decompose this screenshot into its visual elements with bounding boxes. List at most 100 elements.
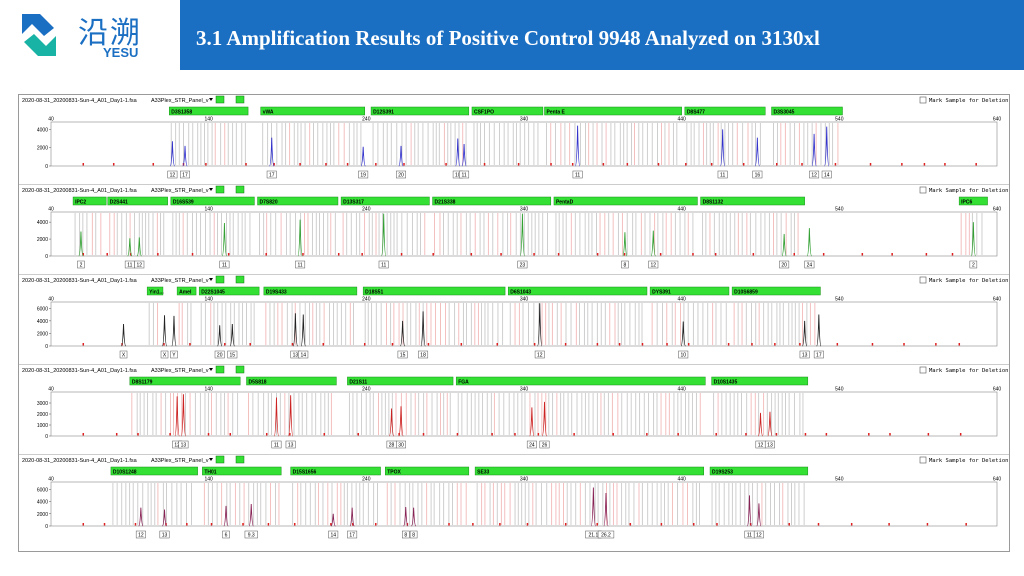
allele-call-box[interactable] — [219, 260, 230, 269]
allele-call-box[interactable] — [526, 440, 537, 449]
allele-call-box[interactable] — [409, 530, 418, 539]
allele-call-box[interactable] — [119, 350, 128, 359]
allele-call-box[interactable] — [517, 260, 528, 269]
locus-bin-bar[interactable] — [684, 106, 766, 116]
panel-toolbar-button[interactable] — [215, 455, 225, 464]
mark-deletion-checkbox[interactable] — [919, 276, 927, 284]
allele-call-box[interactable] — [813, 350, 824, 359]
chevron-down-icon[interactable] — [209, 98, 213, 101]
locus-bin-bar[interactable] — [370, 106, 470, 116]
allele-call-box[interactable] — [397, 350, 408, 359]
locus-bin-bar[interactable] — [72, 196, 107, 206]
allele-call-box[interactable] — [134, 260, 145, 269]
locus-bin-bar[interactable] — [347, 376, 454, 386]
allele-call-box[interactable] — [765, 440, 775, 449]
locus-bin-bar[interactable] — [711, 376, 809, 386]
allele-call-box[interactable] — [160, 350, 169, 359]
chevron-down-icon[interactable] — [209, 188, 213, 191]
panel-toolbar-button[interactable] — [235, 185, 245, 194]
locus-bin-bar[interactable] — [257, 196, 339, 206]
locus-bin-bar[interactable] — [198, 286, 260, 296]
panel-toolbar-button[interactable] — [235, 95, 245, 104]
allele-call-box[interactable] — [779, 260, 790, 269]
locus-bin-bar[interactable] — [263, 286, 358, 296]
allele-call-box[interactable] — [396, 440, 406, 449]
allele-call-box[interactable] — [969, 260, 978, 269]
allele-call-box[interactable] — [804, 260, 815, 269]
panel-dropdown[interactable]: A33Plex_STR_Panel_v — [151, 368, 209, 374]
panel-dropdown[interactable]: A33Plex_STR_Panel_v — [151, 278, 209, 284]
allele-call-box[interactable] — [396, 170, 406, 179]
chevron-down-icon[interactable] — [209, 278, 213, 281]
allele-call-box[interactable] — [227, 350, 238, 359]
locus-bin-bar[interactable] — [129, 376, 241, 386]
locus-bin-bar[interactable] — [260, 106, 366, 116]
allele-call-box[interactable] — [572, 170, 583, 179]
locus-bin-bar[interactable] — [385, 466, 470, 476]
allele-call-box[interactable] — [347, 530, 358, 539]
panel-toolbar-button[interactable] — [215, 275, 225, 284]
allele-call-box[interactable] — [271, 440, 282, 449]
locus-bin-bar[interactable] — [290, 466, 381, 476]
allele-call-box[interactable] — [378, 260, 389, 269]
locus-bin-bar[interactable] — [455, 376, 706, 386]
locus-bin-bar[interactable] — [176, 286, 197, 296]
allele-call-box[interactable] — [821, 170, 832, 179]
mark-deletion-checkbox[interactable] — [919, 96, 927, 104]
locus-bin-bar[interactable] — [771, 106, 843, 116]
mark-deletion-checkbox[interactable] — [919, 366, 927, 374]
locus-bin-bar[interactable] — [709, 466, 809, 476]
panel-toolbar-button[interactable] — [235, 275, 245, 284]
mark-deletion-checkbox[interactable] — [919, 456, 927, 464]
locus-bin-bar[interactable] — [649, 286, 730, 296]
panel-dropdown[interactable]: A33Plex_STR_Panel_v — [151, 458, 209, 464]
allele-call-box[interactable] — [214, 350, 225, 359]
allele-call-box[interactable] — [597, 530, 615, 539]
mark-deletion-checkbox[interactable] — [919, 186, 927, 194]
allele-call-box[interactable] — [328, 530, 339, 539]
locus-bin-bar[interactable] — [340, 196, 430, 206]
allele-call-box[interactable] — [539, 440, 550, 449]
allele-call-box[interactable] — [459, 170, 470, 179]
locus-bin-bar[interactable] — [471, 106, 544, 116]
allele-call-box[interactable] — [648, 260, 659, 269]
allele-call-box[interactable] — [752, 170, 763, 179]
allele-call-box[interactable] — [77, 260, 85, 269]
locus-bin-bar[interactable] — [110, 466, 198, 476]
allele-call-box[interactable] — [285, 440, 296, 449]
locus-bin-bar[interactable] — [700, 196, 805, 206]
allele-call-box[interactable] — [266, 170, 277, 179]
allele-call-box[interactable] — [358, 170, 369, 179]
panel-toolbar-button[interactable] — [215, 365, 225, 374]
panel-dropdown[interactable]: A33Plex_STR_Panel_v — [151, 188, 209, 194]
allele-call-box[interactable] — [170, 350, 178, 359]
locus-bin-bar[interactable] — [170, 196, 255, 206]
locus-bin-bar[interactable] — [362, 286, 506, 296]
allele-call-box[interactable] — [180, 170, 190, 179]
allele-call-box[interactable] — [135, 530, 146, 539]
panel-dropdown[interactable]: A33Plex_STR_Panel_v — [151, 98, 209, 104]
locus-bin-bar[interactable] — [107, 196, 168, 206]
chevron-down-icon[interactable] — [209, 368, 213, 371]
allele-call-box[interactable] — [402, 530, 410, 539]
locus-bin-bar[interactable] — [202, 466, 282, 476]
allele-call-box[interactable] — [159, 530, 170, 539]
panel-toolbar-button[interactable] — [235, 365, 245, 374]
locus-bin-bar[interactable] — [146, 286, 164, 296]
allele-call-box[interactable] — [167, 170, 178, 179]
allele-call-box[interactable] — [678, 350, 689, 359]
locus-bin-bar[interactable] — [507, 286, 648, 296]
locus-bin-bar[interactable] — [246, 376, 337, 386]
allele-call-box[interactable] — [178, 440, 189, 449]
allele-call-box[interactable] — [244, 530, 258, 539]
locus-bin-bar[interactable] — [553, 196, 698, 206]
locus-bin-bar[interactable] — [958, 196, 988, 206]
allele-call-box[interactable] — [809, 170, 820, 179]
panel-toolbar-button[interactable] — [215, 95, 225, 104]
locus-bin-bar[interactable] — [474, 466, 704, 476]
panel-toolbar-button[interactable] — [215, 185, 225, 194]
allele-call-box[interactable] — [534, 350, 545, 359]
allele-call-box[interactable] — [621, 260, 629, 269]
locus-bin-bar[interactable] — [731, 286, 821, 296]
allele-call-box[interactable] — [298, 350, 309, 359]
